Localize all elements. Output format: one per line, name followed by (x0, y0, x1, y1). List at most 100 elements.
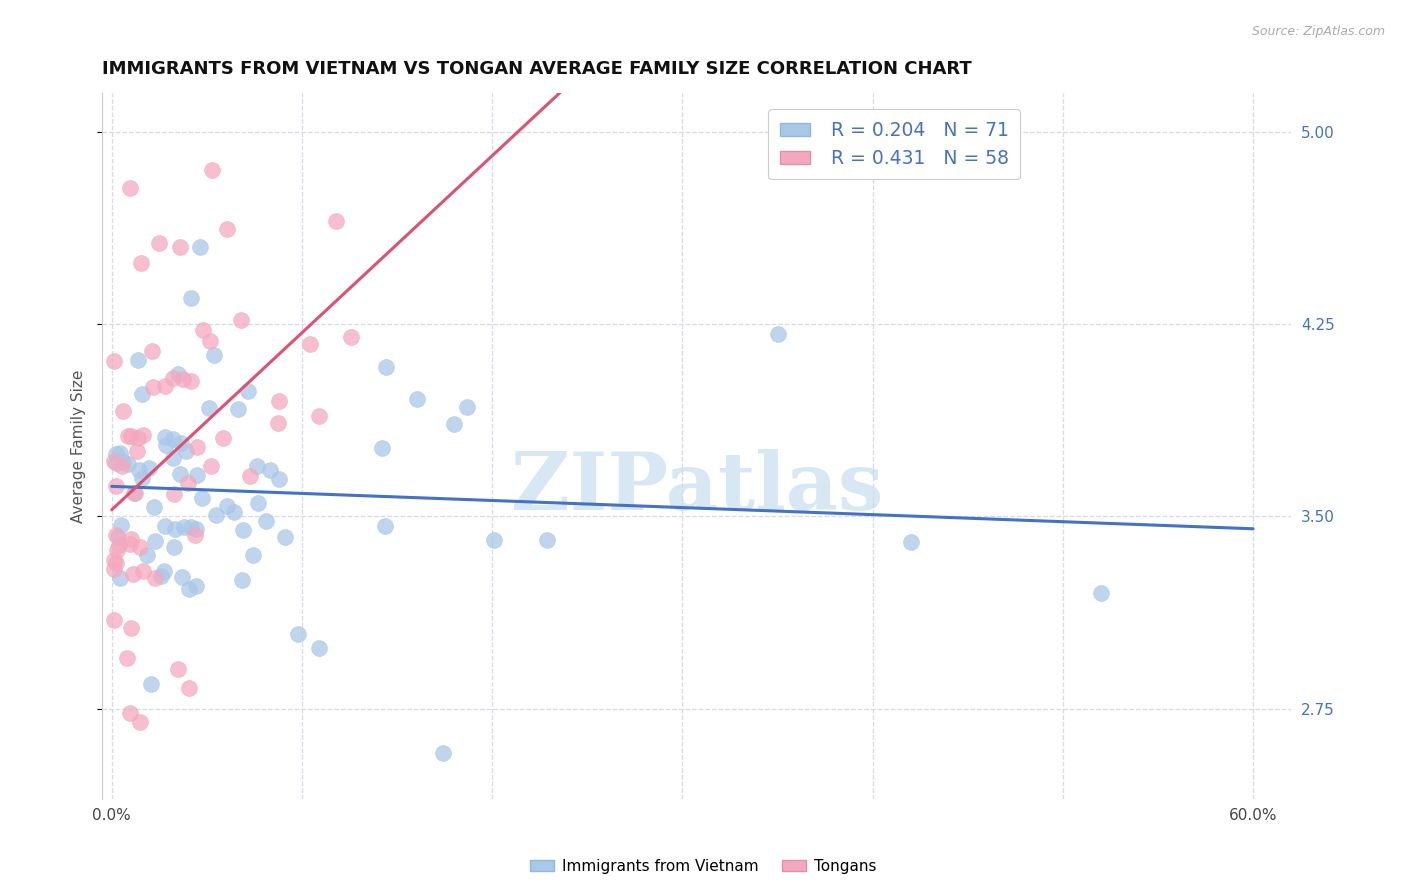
Point (152, 564, 174, 578)
Point (308, 409, 330, 423)
Point (191, 491, 214, 505)
Point (108, 445, 131, 459)
Point (103, 613, 125, 627)
Point (117, 457, 139, 471)
Point (120, 532, 142, 546)
Point (177, 681, 200, 695)
Point (162, 432, 184, 446)
Legend: Immigrants from Vietnam, Tongans: Immigrants from Vietnam, Tongans (524, 853, 882, 880)
Point (162, 451, 184, 466)
Point (456, 400, 478, 414)
Point (110, 458, 132, 473)
Point (1090, 586, 1112, 600)
Point (236, 384, 259, 398)
Point (202, 348, 225, 362)
Point (200, 459, 222, 474)
Point (176, 476, 198, 491)
Point (111, 404, 134, 418)
Point (374, 519, 396, 533)
Point (131, 387, 153, 401)
Point (169, 435, 191, 450)
Point (129, 256, 152, 270)
Point (267, 416, 290, 430)
Point (180, 374, 202, 388)
Point (163, 487, 186, 501)
Point (107, 530, 129, 544)
Point (259, 463, 281, 477)
Point (153, 379, 176, 393)
Point (105, 556, 128, 570)
Point (111, 455, 134, 469)
Point (129, 714, 152, 729)
Point (188, 240, 211, 254)
Point (169, 467, 191, 481)
Point (231, 312, 253, 326)
Point (766, 326, 789, 341)
Point (169, 240, 191, 254)
Point (536, 533, 558, 548)
Point (103, 454, 125, 468)
Point (197, 401, 219, 416)
Point (200, 334, 222, 348)
Point (247, 496, 270, 510)
Point (118, 181, 141, 195)
Point (484, 533, 506, 548)
Point (167, 662, 190, 676)
Point (170, 570, 193, 584)
Point (150, 569, 173, 583)
Point (242, 548, 264, 562)
Point (226, 401, 249, 416)
Point (191, 323, 214, 337)
Point (231, 573, 253, 587)
Point (406, 392, 429, 406)
Point (212, 431, 235, 445)
Point (129, 540, 152, 554)
Point (104, 447, 127, 461)
Point (143, 534, 166, 549)
Point (153, 518, 176, 533)
Point (186, 522, 208, 536)
Point (267, 472, 290, 486)
Y-axis label: Average Family Size: Average Family Size (72, 369, 86, 523)
Point (325, 214, 347, 228)
Point (186, 440, 208, 454)
Point (153, 430, 176, 444)
Point (217, 222, 239, 236)
Point (340, 330, 363, 344)
Point (166, 368, 188, 382)
Point (371, 441, 394, 455)
Point (120, 537, 142, 551)
Legend:   R = 0.204   N = 71,   R = 0.431   N = 58: R = 0.204 N = 71, R = 0.431 N = 58 (768, 110, 1021, 179)
Point (186, 467, 208, 482)
Point (128, 463, 150, 477)
Point (287, 627, 309, 641)
Point (141, 344, 163, 359)
Point (246, 458, 269, 473)
Point (132, 428, 155, 442)
Point (165, 523, 187, 537)
Point (205, 508, 228, 522)
Point (215, 500, 238, 514)
Point (104, 528, 127, 542)
Point (180, 520, 202, 534)
Point (115, 650, 138, 665)
Point (142, 500, 165, 514)
Text: Source: ZipAtlas.com: Source: ZipAtlas.com (1251, 25, 1385, 38)
Text: ZIPatlas: ZIPatlas (510, 450, 883, 527)
Text: IMMIGRANTS FROM VIETNAM VS TONGAN AVERAGE FAMILY SIZE CORRELATION CHART: IMMIGRANTS FROM VIETNAM VS TONGAN AVERAG… (103, 60, 972, 78)
Point (155, 438, 177, 452)
Point (105, 479, 128, 493)
Point (120, 621, 142, 635)
Point (900, 535, 922, 549)
Point (443, 417, 465, 432)
Point (127, 353, 149, 368)
Point (138, 460, 160, 475)
Point (173, 520, 195, 534)
Point (298, 337, 321, 351)
Point (131, 471, 153, 485)
Point (186, 580, 208, 594)
Point (141, 379, 163, 393)
Point (273, 530, 295, 544)
Point (103, 354, 125, 368)
Point (375, 359, 398, 374)
